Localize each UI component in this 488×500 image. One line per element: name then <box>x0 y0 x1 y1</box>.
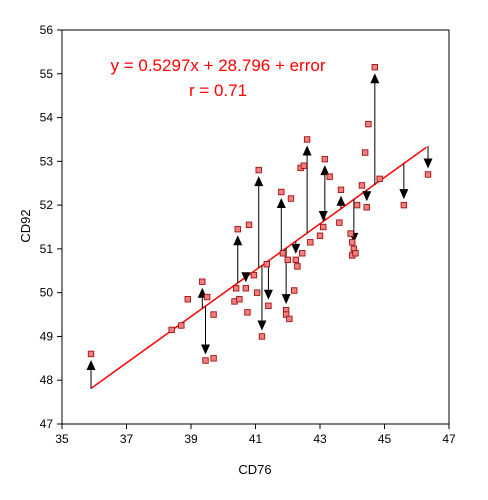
marker-layer <box>87 64 432 364</box>
data-point <box>184 296 191 303</box>
data-point <box>337 186 345 193</box>
residual-arrow-head <box>263 289 273 300</box>
data-point <box>365 120 372 128</box>
data-point <box>363 204 370 211</box>
data-point <box>258 333 266 340</box>
data-point <box>168 326 175 334</box>
x-tick-label: 39 <box>184 432 198 446</box>
residual-arrow-head <box>276 197 286 208</box>
data-point <box>250 271 258 279</box>
data-point <box>371 64 379 71</box>
y-tick-label: 48 <box>40 373 54 387</box>
data-point <box>210 355 217 362</box>
residual-arrow-head <box>257 320 267 331</box>
x-tick-label: 41 <box>249 432 263 446</box>
residual-arrow-head <box>399 189 409 200</box>
y-tick-label: 47 <box>40 417 54 431</box>
data-point <box>279 250 287 257</box>
x-tick-label: 43 <box>313 432 327 446</box>
x-axis-title: CD76 <box>238 462 271 477</box>
x-tick-label: 45 <box>378 432 392 446</box>
data-point <box>287 195 295 202</box>
x-tick-label: 47 <box>442 432 456 446</box>
data-point <box>300 162 308 169</box>
data-point <box>291 287 298 294</box>
data-point <box>244 309 251 316</box>
data-point <box>321 155 329 163</box>
data-point <box>353 201 361 209</box>
data-point <box>361 149 369 156</box>
data-point <box>352 250 359 257</box>
data-point <box>349 239 356 246</box>
data-point <box>245 221 253 229</box>
y-tick-label: 54 <box>40 111 54 125</box>
residual-arrow-head <box>320 165 330 176</box>
residual-arrow-head <box>201 344 211 355</box>
residual-arrow-head <box>86 359 96 370</box>
data-point <box>400 201 408 209</box>
data-point <box>294 263 301 270</box>
residual-arrow-head <box>254 176 264 187</box>
data-point <box>299 250 306 257</box>
plot-frame <box>61 29 450 425</box>
data-point <box>87 350 95 358</box>
y-tick-label: 49 <box>40 329 54 343</box>
data-point <box>303 136 311 143</box>
data-point <box>284 256 291 264</box>
data-point <box>253 289 261 296</box>
x-tick-label: 37 <box>120 432 134 446</box>
annotation-equation: y = 0.5297x + 28.796 + error <box>110 56 325 75</box>
data-point <box>234 225 241 233</box>
residual-arrow-head <box>336 195 346 206</box>
data-point <box>178 322 185 329</box>
data-point <box>292 256 300 264</box>
data-point <box>255 166 262 174</box>
data-point <box>278 188 285 196</box>
residual-arrow-head <box>233 235 243 246</box>
data-point <box>199 278 206 285</box>
y-tick-label: 51 <box>40 242 54 256</box>
residual-arrow-head <box>362 191 372 202</box>
fit-line <box>90 146 427 390</box>
x-tick-label: 35 <box>55 432 69 446</box>
data-point <box>202 357 209 364</box>
y-tick-label: 52 <box>40 198 54 212</box>
y-axis-title: CD92 <box>18 209 33 242</box>
data-point <box>424 171 432 178</box>
data-point <box>232 285 240 292</box>
residual-arrow-head <box>370 73 380 84</box>
data-point <box>376 175 383 183</box>
data-point <box>242 285 250 292</box>
data-point <box>320 223 327 231</box>
data-point <box>316 232 324 239</box>
fit-line-layer <box>90 146 427 390</box>
data-point <box>286 315 293 323</box>
data-point <box>307 239 314 246</box>
data-point <box>358 182 366 189</box>
y-tick-label: 55 <box>40 67 54 81</box>
data-point <box>282 311 290 318</box>
data-point <box>210 311 217 318</box>
y-tick-label: 53 <box>40 154 54 168</box>
y-tick-label: 56 <box>40 23 54 37</box>
data-point <box>263 261 270 268</box>
data-point <box>203 293 211 301</box>
data-point <box>347 230 354 237</box>
y-tick-label: 50 <box>40 286 54 300</box>
annotation-r: r = 0.71 <box>189 81 247 100</box>
data-point <box>326 173 333 180</box>
data-point <box>336 219 343 226</box>
residual-arrow-head <box>318 211 328 221</box>
arrow-layer <box>86 73 433 389</box>
residual-arrow-head <box>302 145 312 156</box>
data-point <box>265 302 272 309</box>
residual-arrow-head <box>291 243 301 254</box>
data-point <box>236 296 243 303</box>
axes: 35 37 39 41 43 45 47 47 48 49 50 51 52 53 54 55 56 <box>40 23 456 446</box>
residual-arrow-head <box>241 272 251 283</box>
residual-arrow-head <box>423 158 433 169</box>
residual-arrow-head <box>281 294 291 305</box>
